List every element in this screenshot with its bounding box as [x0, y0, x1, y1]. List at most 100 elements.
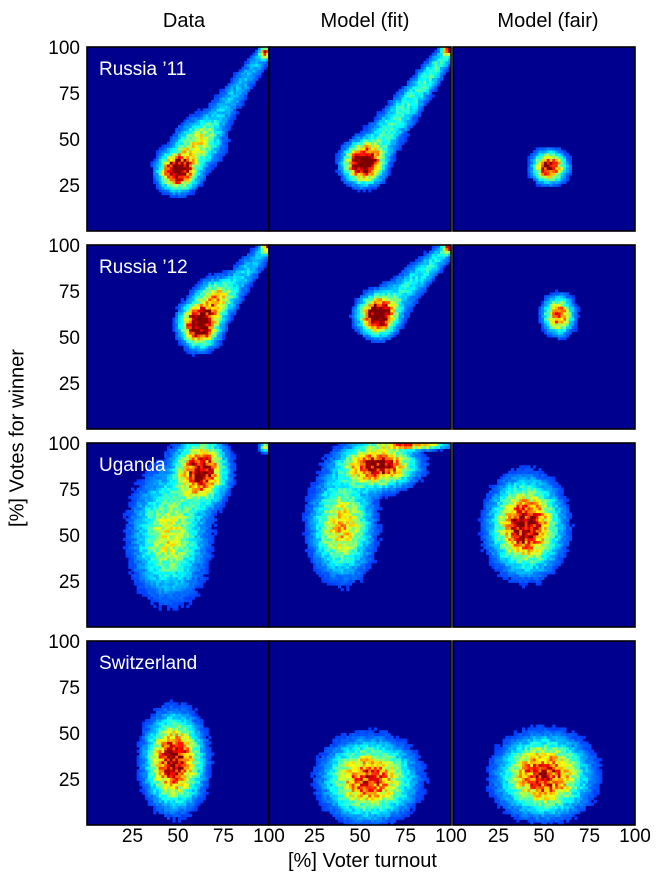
heatmap-cell: [335, 158, 339, 162]
heatmap-cell: [153, 512, 157, 516]
heatmap-panel-uganda-data: [86, 442, 270, 628]
heatmap-cell: [401, 97, 405, 101]
heatmap-cell: [373, 297, 377, 302]
heatmap-cell: [180, 515, 184, 519]
heatmap-cell: [362, 144, 366, 148]
heatmap-cell: [362, 189, 366, 193]
heatmap-cell: [166, 169, 171, 173]
heatmap-cell: [343, 172, 347, 176]
heatmap-cell: [180, 166, 184, 171]
heatmap-cell: [139, 493, 143, 497]
heatmap-cell: [362, 311, 366, 316]
heatmap-cell: [552, 320, 556, 324]
heatmap-cell: [175, 582, 179, 586]
heatmap-cell: [155, 504, 160, 508]
heatmap-cell: [169, 186, 173, 190]
heatmap-cell: [189, 526, 193, 530]
heatmap-cell: [406, 125, 411, 129]
heatmap-cell: [549, 166, 553, 171]
heatmap-cell: [155, 186, 160, 190]
heatmap-cell: [406, 289, 411, 293]
heatmap-cell: [426, 86, 430, 90]
heatmap-cell: [194, 166, 198, 171]
heatmap-cell: [420, 102, 424, 106]
heatmap-cell: [197, 111, 201, 115]
heatmap-cell: [415, 116, 419, 120]
heatmap-cell: [202, 546, 206, 550]
heatmap-cell: [189, 546, 193, 550]
heatmap-cell: [200, 479, 204, 483]
heatmap-cell: [555, 297, 559, 302]
heatmap-cell: [128, 515, 132, 519]
heatmap-cell: [194, 551, 198, 555]
heatmap-cell: [144, 523, 149, 528]
heatmap-cell: [178, 127, 182, 132]
heatmap-cell: [266, 60, 270, 65]
heatmap-cell: [376, 317, 380, 321]
heatmap-cell: [166, 543, 171, 547]
heatmap-cell: [186, 454, 190, 458]
heatmap-cell: [186, 311, 190, 316]
heatmap-cell: [194, 144, 198, 148]
heatmap-cell: [423, 256, 427, 260]
heatmap-cell: [186, 490, 190, 494]
heatmap-cell: [158, 529, 162, 533]
heatmap-cell: [189, 476, 193, 480]
heatmap-cell: [172, 526, 176, 530]
heatmap-cell: [180, 443, 184, 447]
heatmap-cell: [442, 245, 446, 249]
heatmap-cell: [227, 105, 231, 109]
heatmap-cell: [428, 69, 433, 73]
heatmap-cell: [222, 270, 226, 274]
heatmap-cell: [205, 130, 209, 134]
heatmap-cell: [387, 284, 391, 288]
heatmap-cell: [360, 183, 364, 187]
heatmap-cell: [404, 122, 408, 126]
heatmap-cell: [354, 309, 358, 313]
heatmap-cell: [183, 493, 187, 497]
heatmap-cell: [161, 587, 165, 592]
heatmap-cell: [200, 565, 204, 569]
heatmap-cell: [557, 311, 561, 316]
heatmap-cell: [219, 150, 223, 154]
heatmap-cell: [205, 470, 209, 475]
heatmap-cell: [409, 83, 413, 87]
heatmap-cell: [194, 590, 198, 594]
heatmap-cell: [343, 164, 347, 168]
heatmap-cell: [219, 323, 223, 327]
heatmap-cell: [535, 164, 539, 168]
heatmap-cell: [208, 448, 212, 452]
heatmap-cell: [211, 476, 215, 480]
heatmap-cell: [189, 141, 193, 145]
heatmap-cell: [172, 141, 176, 145]
heatmap-cell: [189, 560, 193, 564]
heatmap-cell: [428, 261, 433, 265]
heatmap-cell: [387, 306, 391, 310]
heatmap-cell: [246, 286, 251, 291]
heatmap-cell: [158, 459, 162, 463]
heatmap-cell: [128, 554, 132, 558]
heatmap-cell: [200, 456, 204, 461]
heatmap-cell: [150, 601, 154, 606]
heatmap-cell: [431, 270, 435, 274]
heatmap-cell: [202, 484, 206, 489]
heatmap-cell: [445, 60, 449, 65]
heatmap-cell: [158, 557, 162, 561]
heatmap-cell: [211, 448, 215, 452]
heatmap-cell: [434, 88, 438, 93]
heatmap-cell: [139, 537, 143, 541]
heatmap-cell: [233, 309, 237, 313]
heatmap-cell: [357, 317, 361, 321]
heatmap-cell: [183, 470, 187, 475]
heatmap-cell: [563, 331, 567, 335]
heatmap-cell: [200, 546, 204, 550]
heatmap-cell: [351, 178, 355, 182]
heatmap-cell: [186, 462, 190, 466]
heatmap-cell: [175, 191, 179, 196]
heatmap-cell: [153, 482, 157, 486]
heatmap-cell: [172, 601, 176, 606]
heatmap-cell: [224, 275, 229, 279]
heatmap-cell: [368, 180, 372, 185]
heatmap-cell: [166, 445, 171, 449]
heatmap-cell: [211, 105, 215, 109]
